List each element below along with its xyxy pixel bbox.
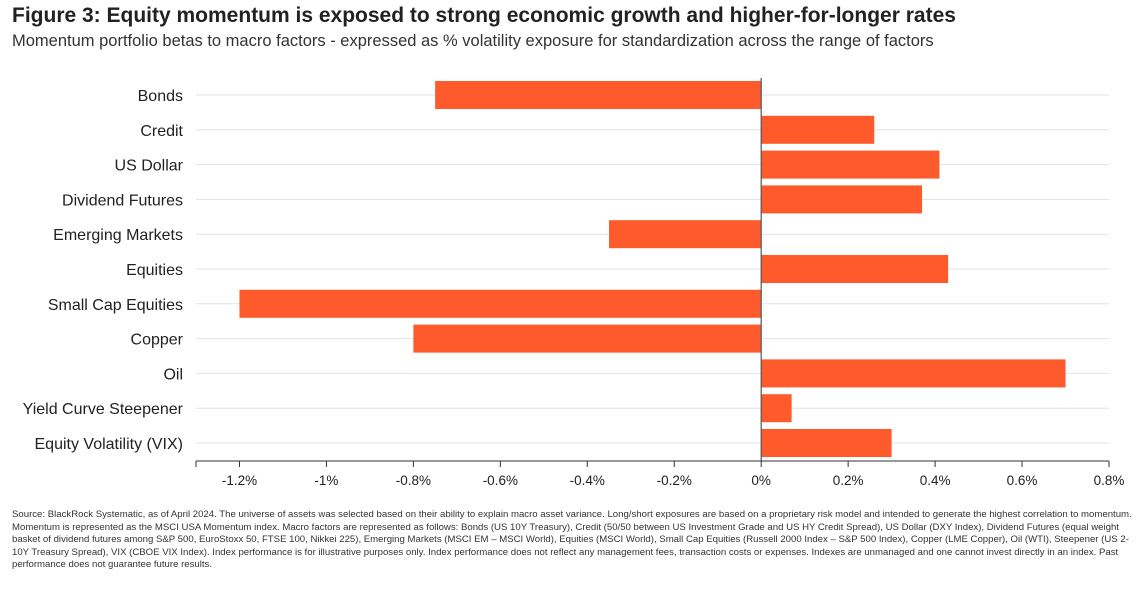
category-label: US Dollar: [115, 158, 184, 175]
category-label: Emerging Markets: [53, 227, 183, 244]
x-tick-label: 0.2%: [833, 473, 864, 488]
bar-credit: [761, 115, 875, 144]
x-tick-label: 0.6%: [1007, 473, 1038, 488]
category-label: Equity Volatility (VIX): [35, 436, 184, 453]
bar-equity-volatility-vix: [761, 429, 892, 457]
category-label: Small Cap Equities: [48, 297, 183, 314]
gridlines: [196, 94, 1109, 444]
bar-us-dollar: [761, 150, 940, 179]
bar-dividend-futures: [761, 185, 923, 214]
bar-chart: Bonds Credit US Dollar Dividend Futures Emer…: [23, 78, 1125, 488]
category-labels: Bonds Credit US Dollar Dividend Futures Emer…: [23, 88, 184, 453]
bar-copper: [413, 324, 762, 353]
chart-title: Figure 3: Equity momentum is exposed to …: [12, 4, 956, 27]
bar-bonds: [435, 81, 762, 109]
source-note: Source: BlackRock Systematic, as of Apri…: [12, 509, 1132, 570]
x-tick-label: -1%: [314, 473, 338, 488]
category-label: Bonds: [138, 88, 183, 105]
bar-equities: [761, 255, 949, 283]
x-axis: -1.2% -1% -0.8% -0.6% -0.4% -0.2% 0% 0.2% 0.4% 0.…: [195, 78, 1125, 488]
bar-small-cap-equities: [239, 289, 762, 318]
bar-yield-curve-steepener: [761, 394, 792, 423]
x-tick-label: 0%: [751, 473, 771, 488]
chart-subtitle: Momentum portfolio betas to macro factor…: [12, 32, 934, 50]
x-tick-label: -0.8%: [396, 473, 431, 488]
bar-emerging-markets: [609, 220, 762, 249]
category-label: Equities: [126, 262, 183, 279]
category-label: Oil: [163, 366, 183, 383]
bar-oil: [761, 359, 1066, 388]
x-tick-label: 0.8%: [1094, 473, 1125, 488]
bars: [239, 81, 1066, 457]
x-tick-label: -0.4%: [570, 473, 605, 488]
x-tick-label: -0.2%: [657, 473, 692, 488]
category-label: Copper: [131, 332, 184, 349]
category-label: Yield Curve Steepener: [23, 401, 184, 418]
x-tick-label: -0.6%: [483, 473, 518, 488]
x-tick-label: 0.4%: [920, 473, 951, 488]
category-label: Credit: [140, 123, 183, 140]
x-tick-label: -1.2%: [222, 473, 257, 488]
category-label: Dividend Futures: [62, 192, 183, 209]
